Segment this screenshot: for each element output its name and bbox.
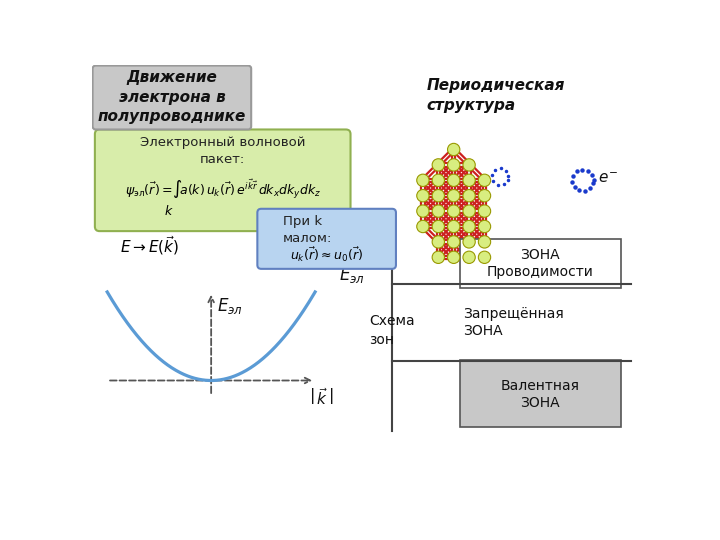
Text: $\left|\,\vec{k}\,\right|$: $\left|\,\vec{k}\,\right|$ — [309, 387, 333, 408]
Circle shape — [478, 205, 490, 217]
Circle shape — [463, 236, 475, 248]
Circle shape — [463, 205, 475, 217]
Circle shape — [432, 190, 444, 202]
FancyBboxPatch shape — [460, 239, 621, 288]
Circle shape — [417, 190, 429, 202]
Circle shape — [478, 236, 490, 248]
Text: ЗОНА
Проводимости: ЗОНА Проводимости — [487, 248, 593, 279]
Circle shape — [432, 205, 444, 217]
FancyBboxPatch shape — [93, 65, 251, 130]
Text: Схема
зон: Схема зон — [369, 314, 415, 347]
Circle shape — [432, 174, 444, 186]
FancyBboxPatch shape — [257, 209, 396, 269]
Circle shape — [432, 236, 444, 248]
Circle shape — [478, 220, 490, 233]
FancyBboxPatch shape — [95, 130, 351, 231]
Circle shape — [463, 251, 475, 264]
Text: Валентная
ЗОНА: Валентная ЗОНА — [500, 379, 580, 410]
Circle shape — [448, 190, 460, 202]
Text: $u_k(\vec{r})\approx u_0(\vec{r})$: $u_k(\vec{r})\approx u_0(\vec{r})$ — [290, 246, 364, 264]
Text: $E_{\mathregular{эл}}$: $E_{\mathregular{эл}}$ — [339, 265, 365, 285]
Circle shape — [463, 220, 475, 233]
Text: Электронный волновой
пакет:: Электронный волновой пакет: — [140, 136, 305, 166]
Circle shape — [448, 236, 460, 248]
Circle shape — [448, 174, 460, 186]
Circle shape — [463, 174, 475, 186]
Circle shape — [448, 143, 460, 156]
Text: $\psi_{\mathregular{эл}}(\vec{r})=\!\int\! a(k)\,u_k(\vec{r})\,e^{i\vec{k}\vec{r: $\psi_{\mathregular{эл}}(\vec{r})=\!\int… — [125, 178, 321, 201]
Circle shape — [448, 251, 460, 264]
Circle shape — [432, 220, 444, 233]
Text: Запрещённая
ЗОНА: Запрещённая ЗОНА — [463, 307, 564, 339]
Text: $k$: $k$ — [164, 204, 174, 218]
Text: При k
малом:: При k малом: — [283, 215, 332, 245]
Circle shape — [417, 205, 429, 217]
Circle shape — [478, 174, 490, 186]
Text: Периодическая
структура: Периодическая структура — [427, 78, 565, 113]
Circle shape — [417, 220, 429, 233]
Circle shape — [478, 190, 490, 202]
Circle shape — [448, 220, 460, 233]
Circle shape — [463, 159, 475, 171]
Circle shape — [448, 159, 460, 171]
Circle shape — [432, 251, 444, 264]
Circle shape — [448, 205, 460, 217]
FancyBboxPatch shape — [460, 360, 621, 427]
Text: $E_{\mathregular{эл}}$: $E_{\mathregular{эл}}$ — [217, 296, 243, 316]
Circle shape — [463, 190, 475, 202]
Circle shape — [432, 159, 444, 171]
Text: Движение
электрона в
полупроводнике: Движение электрона в полупроводнике — [98, 70, 246, 124]
Circle shape — [478, 251, 490, 264]
Text: $E \rightarrow E(\vec{k})$: $E \rightarrow E(\vec{k})$ — [120, 234, 179, 257]
Circle shape — [417, 174, 429, 186]
Text: $e^{-}$: $e^{-}$ — [598, 171, 618, 186]
